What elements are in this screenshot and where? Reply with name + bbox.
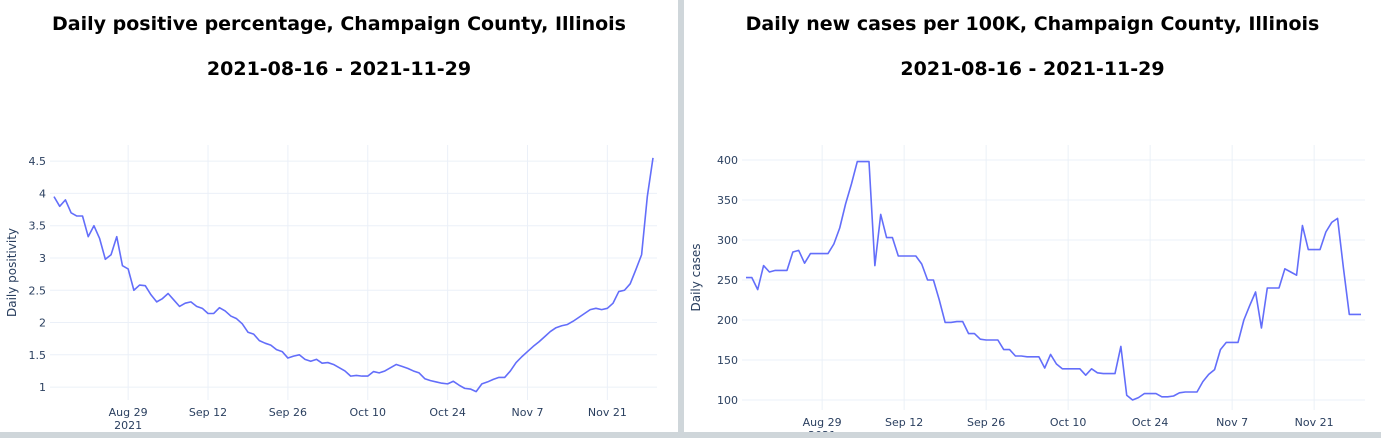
x-tick-label: Sep 26	[269, 406, 307, 419]
x-tick-year: 2021	[808, 429, 836, 432]
y-tick-label: 4	[39, 187, 46, 200]
y-tick-label: 2	[39, 317, 46, 330]
y-tick-label: 2.5	[29, 284, 47, 297]
x-tick-label: Nov 21	[1295, 416, 1334, 429]
chart-panel: Daily positive percentage, Champaign Cou…	[0, 0, 678, 432]
chart-title: Daily positive percentage, Champaign Cou…	[52, 13, 626, 35]
y-tick-label: 350	[717, 194, 738, 207]
y-axis-label: Daily cases	[689, 243, 703, 311]
y-tick-label: 3	[39, 252, 46, 265]
x-tick-label: Oct 10	[1050, 416, 1087, 429]
chart: Daily new cases per 100K, Champaign Coun…	[689, 13, 1365, 438]
chart: Daily positive percentage, Champaign Cou…	[5, 13, 657, 432]
y-tick-label: 150	[717, 354, 738, 367]
x-tick-label: Nov 7	[1216, 416, 1248, 429]
x-tick-label: Sep 12	[885, 416, 923, 429]
y-tick-label: 200	[717, 314, 738, 327]
x-tick-label: Nov 7	[512, 406, 544, 419]
y-tick-label: 1.5	[29, 349, 47, 362]
y-tick-label: 250	[717, 274, 738, 287]
y-tick-label: 4.5	[29, 155, 47, 168]
x-tick-label: Sep 12	[189, 406, 227, 419]
chart-panel: Daily new cases per 100K, Champaign Coun…	[684, 0, 1381, 438]
data-line	[53, 157, 654, 393]
data-line	[746, 160, 1361, 401]
x-tick-label: Oct 10	[350, 406, 387, 419]
x-tick-label: Oct 24	[429, 406, 466, 419]
y-tick-label: 1	[39, 381, 46, 394]
x-tick-label: Sep 26	[967, 416, 1005, 429]
chart-subtitle: 2021-08-16 - 2021-11-29	[207, 58, 471, 80]
y-tick-label: 400	[717, 154, 738, 167]
y-axis-label: Daily positivity	[5, 228, 19, 317]
y-tick-label: 300	[717, 234, 738, 247]
y-tick-label: 3.5	[29, 220, 47, 233]
x-tick-label: Aug 29	[109, 406, 148, 419]
chart-subtitle: 2021-08-16 - 2021-11-29	[900, 58, 1164, 80]
y-tick-label: 100	[717, 394, 738, 407]
chart-title: Daily new cases per 100K, Champaign Coun…	[746, 13, 1320, 35]
x-tick-label: Oct 24	[1132, 416, 1169, 429]
x-tick-label: Aug 29	[803, 416, 842, 429]
x-tick-label: Nov 21	[588, 406, 627, 419]
x-tick-year: 2021	[114, 419, 142, 432]
